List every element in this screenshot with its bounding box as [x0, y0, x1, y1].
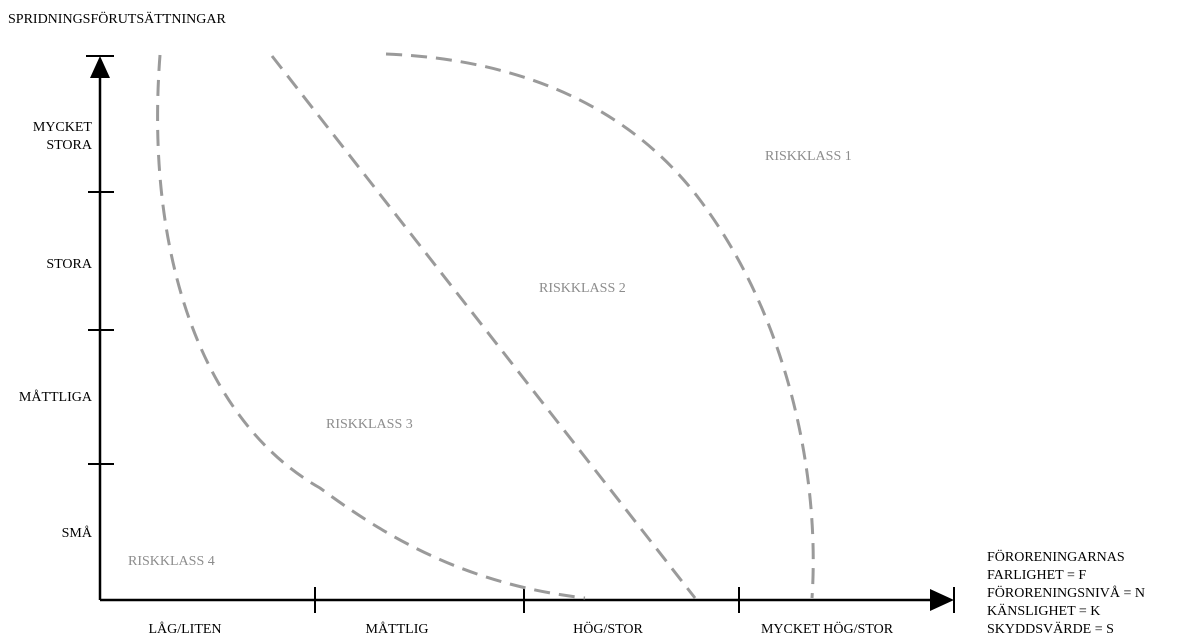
y-label-mycket-stora-line1: MYCKET: [33, 120, 93, 135]
x-label-lag-liten: LÅG/LITEN: [148, 621, 221, 637]
y-axis-title: SPRIDNINGSFÖRUTSÄTTNINGAR: [8, 10, 226, 27]
y-label-stora: STORA: [46, 257, 93, 272]
y-label-sma: SMÅ: [62, 525, 93, 541]
boundary-riskklass-1-2: [385, 52, 815, 599]
x-label-hog-stor: HÖG/STOR: [573, 620, 643, 637]
region-riskklass-1: RISKKLASS 1: [765, 149, 852, 164]
x-axis-title-line-4: KÄNSLIGHET = K: [987, 602, 1100, 619]
region-riskklass-4: RISKKLASS 4: [128, 554, 215, 569]
boundary-riskklass-2-3: [270, 55, 697, 599]
boundary-riskklass-3-4: [156, 54, 586, 600]
y-axis-arrow-icon: [90, 56, 110, 78]
x-axis-title-line-1: FÖRORENINGARNAS: [987, 548, 1125, 565]
x-label-mattlig: MÅTTLIG: [366, 621, 429, 637]
region-riskklass-3: RISKKLASS 3: [326, 417, 413, 432]
x-axis-title-line-2: FARLIGHET = F: [987, 568, 1086, 583]
y-label-mycket-stora-line2: STORA: [46, 138, 93, 153]
x-axis-title-line-3: FÖRORENINGSNIVÅ = N: [987, 584, 1145, 601]
x-axis-arrow-icon: [930, 589, 954, 611]
x-axis-title-line-5: SKYDDSVÄRDE = S: [987, 620, 1114, 637]
y-label-mattliga: MÅTTLIGA: [19, 389, 93, 405]
x-label-mycket-hog-stor: MYCKET HÖG/STOR: [761, 620, 894, 637]
region-riskklass-2: RISKKLASS 2: [539, 281, 626, 296]
